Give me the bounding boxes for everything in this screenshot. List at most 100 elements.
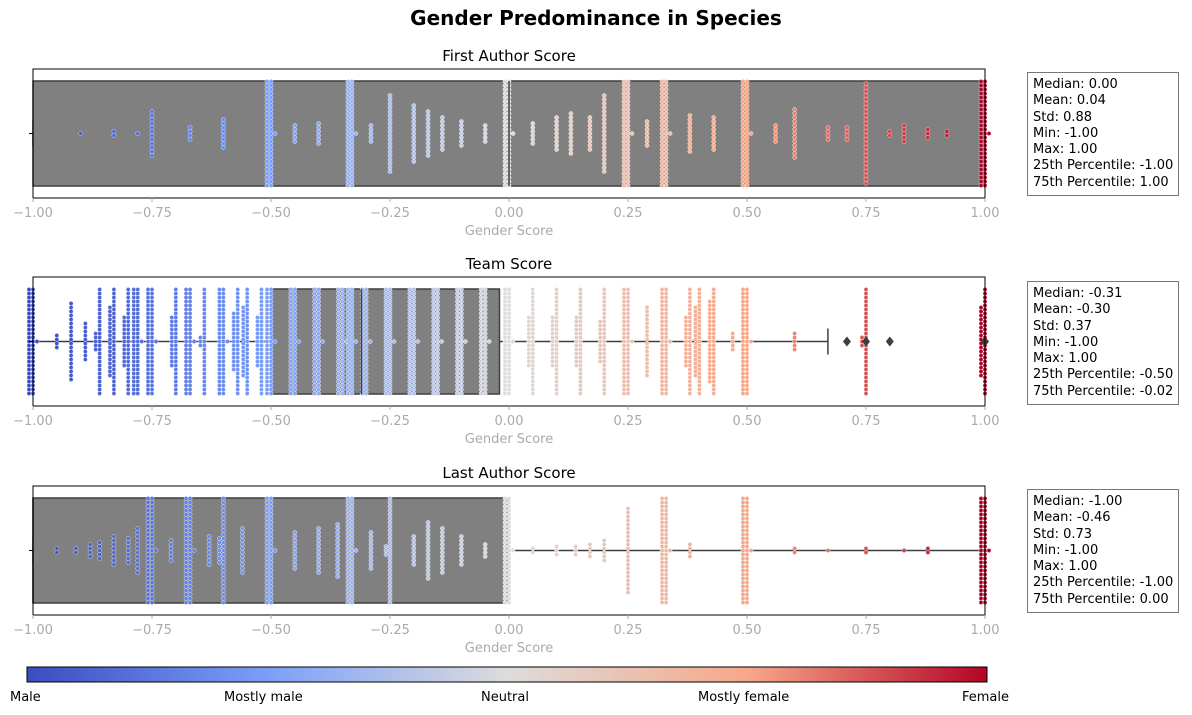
data-point (440, 562, 445, 567)
data-point (206, 550, 212, 555)
data-point (431, 327, 436, 332)
data-point (149, 520, 155, 525)
data-point (550, 335, 555, 340)
data-point (459, 371, 464, 376)
data-point (526, 359, 532, 364)
data-point (316, 379, 321, 384)
data-point (235, 303, 240, 308)
data-point (625, 299, 631, 304)
data-point (744, 171, 750, 176)
data-point (135, 335, 140, 340)
stat-line: Std: 0.73 (1033, 526, 1093, 542)
data-point (83, 341, 88, 346)
data-point (68, 377, 74, 382)
data-point (345, 512, 351, 517)
data-point (312, 363, 317, 368)
data-point (863, 291, 869, 296)
data-point (87, 554, 93, 559)
data-point (659, 99, 665, 104)
data-point (978, 167, 984, 172)
data-point (621, 131, 627, 136)
data-point (411, 542, 417, 547)
data-point (411, 538, 417, 543)
data-point (601, 137, 607, 142)
data-point (506, 331, 512, 336)
data-point (288, 343, 294, 348)
stat-line: Median: 0.00 (1033, 77, 1118, 92)
data-point (711, 363, 716, 368)
data-point (202, 331, 207, 336)
data-point (111, 343, 117, 348)
x-tick-label: −0.50 (251, 623, 291, 638)
data-point (978, 528, 984, 533)
data-point (264, 556, 270, 561)
data-point (131, 287, 136, 292)
data-point (125, 351, 131, 356)
data-point (621, 363, 627, 368)
data-point (259, 315, 264, 320)
data-point (349, 387, 355, 392)
data-point (711, 319, 716, 324)
data-point (183, 580, 189, 585)
data-point (349, 99, 355, 104)
data-point (978, 532, 984, 537)
data-point (26, 375, 32, 380)
data-point (187, 580, 193, 585)
data-point (744, 303, 750, 308)
data-point (530, 303, 536, 308)
data-point (264, 327, 270, 332)
data-point (349, 315, 355, 320)
data-point (345, 548, 351, 553)
colorbar (26, 666, 988, 683)
data-point (125, 544, 131, 549)
data-point (568, 115, 574, 120)
data-point (135, 323, 140, 328)
data-point (625, 83, 631, 88)
data-point (202, 323, 207, 328)
data-point (26, 307, 32, 312)
data-point (349, 151, 355, 156)
data-point (349, 600, 355, 605)
data-point (659, 295, 665, 300)
data-point (526, 363, 532, 368)
data-point (26, 311, 32, 316)
data-point (264, 532, 270, 537)
data-point (107, 349, 113, 354)
data-point (621, 107, 627, 112)
data-point (349, 580, 355, 585)
data-point (345, 91, 351, 96)
data-point (259, 383, 264, 388)
data-point (259, 327, 264, 332)
data-point (93, 339, 98, 344)
data-point (387, 528, 393, 533)
x-tick-label: 0.50 (733, 623, 762, 638)
data-point (26, 359, 32, 364)
data-point (554, 367, 559, 372)
data-point (335, 558, 340, 563)
data-point (135, 331, 140, 336)
data-point (363, 351, 369, 356)
data-point (336, 295, 341, 300)
data-point (387, 129, 393, 134)
data-point (387, 355, 393, 360)
data-point (744, 175, 750, 180)
data-point (121, 323, 127, 328)
data-point (383, 343, 389, 348)
data-point (629, 339, 635, 344)
data-point (97, 315, 102, 320)
data-point (259, 335, 264, 340)
data-point (268, 119, 274, 124)
data-point (659, 508, 665, 513)
data-point (740, 548, 746, 553)
data-point (744, 359, 750, 364)
data-point (111, 359, 117, 364)
data-point (183, 375, 189, 380)
data-point (345, 532, 351, 537)
data-point (568, 131, 574, 136)
data-point (145, 327, 151, 332)
data-point (149, 149, 155, 154)
data-point (255, 355, 260, 360)
data-point (744, 287, 750, 292)
data-point (187, 520, 193, 525)
data-point (125, 536, 131, 541)
